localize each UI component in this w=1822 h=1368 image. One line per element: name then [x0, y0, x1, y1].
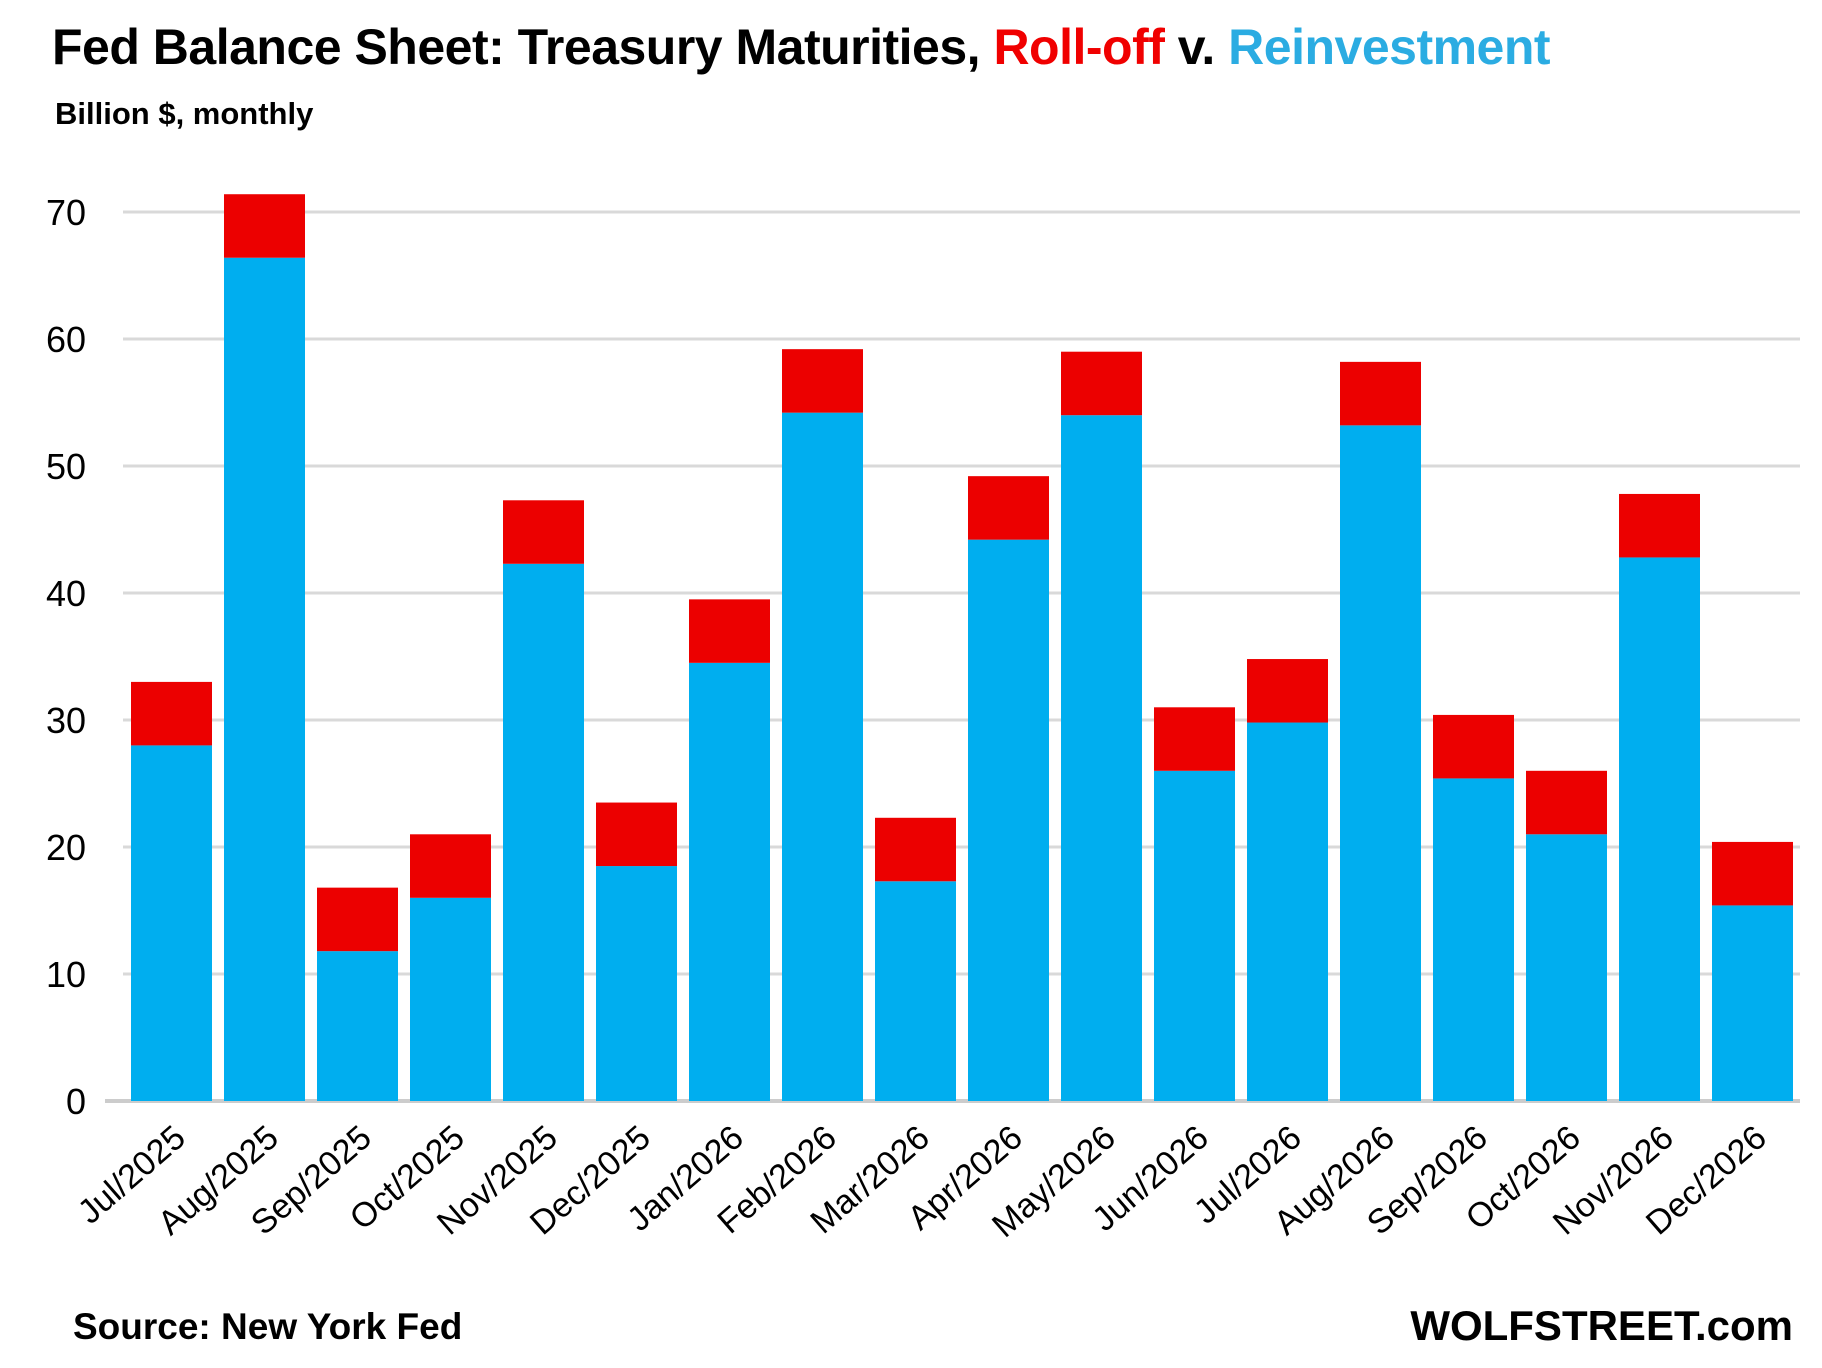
y-tick-label: 10	[46, 954, 86, 995]
y-tick-label: 70	[46, 192, 86, 233]
rolloff-bar-segment	[689, 599, 770, 663]
reinvestment-bar-segment	[1061, 415, 1142, 1101]
rolloff-bar-segment	[968, 476, 1049, 540]
reinvestment-bar-segment	[1619, 557, 1700, 1101]
reinvestment-bar-segment	[131, 745, 212, 1101]
reinvestment-bar-segment	[1433, 778, 1514, 1101]
y-tick-label: 50	[46, 446, 86, 487]
bar-group	[410, 834, 491, 1101]
reinvestment-bar-segment	[875, 881, 956, 1101]
rolloff-bar-segment	[1247, 659, 1328, 723]
bar-group	[1526, 770, 1607, 1101]
rolloff-bar-segment	[1712, 841, 1793, 906]
rolloff-bar-segment	[410, 834, 491, 898]
rolloff-bar-segment	[1154, 707, 1235, 771]
rolloff-bar-segment	[1061, 351, 1142, 416]
bar-group	[224, 194, 305, 1102]
reinvestment-bar-segment	[689, 662, 770, 1101]
chart-title-prefix: Fed Balance Sheet: Treasury Maturities,	[52, 19, 994, 75]
reinvestment-bar-segment	[1526, 834, 1607, 1101]
bar-group	[503, 500, 584, 1101]
rolloff-bar-segment	[782, 349, 863, 413]
bar-group	[596, 802, 677, 1101]
rolloff-bar-segment	[1619, 493, 1700, 558]
chart-subtitle: Billion $, monthly	[55, 96, 314, 131]
chart-title-reinvestment: Reinvestment	[1228, 19, 1551, 75]
reinvestment-bar-segment	[317, 951, 398, 1101]
chart-title-rolloff: Roll-off	[993, 19, 1165, 75]
reinvestment-bar-segment	[503, 563, 584, 1101]
reinvestment-bar-segment	[224, 257, 305, 1102]
bar-group	[317, 887, 398, 1101]
bar-group	[968, 476, 1049, 1101]
reinvestment-bar-segment	[596, 866, 677, 1101]
reinvestment-bar-segment	[1154, 770, 1235, 1101]
y-tick-label: 20	[46, 827, 86, 868]
chart-title-middle: v.	[1164, 19, 1229, 75]
reinvestment-bar-segment	[1712, 905, 1793, 1101]
bar-group	[131, 681, 212, 1101]
rolloff-bar-segment	[596, 802, 677, 867]
rolloff-bar-segment	[1526, 770, 1607, 835]
reinvestment-bar-segment	[968, 539, 1049, 1101]
source-note: Source: New York Fed	[73, 1306, 463, 1347]
bar-group	[689, 599, 770, 1101]
rolloff-bar-segment	[131, 681, 212, 746]
reinvestment-bar-segment	[782, 412, 863, 1101]
rolloff-bar-segment	[317, 887, 398, 952]
rolloff-bar-segment	[1433, 714, 1514, 779]
bar-group	[1154, 707, 1235, 1101]
bar-group	[1712, 841, 1793, 1101]
bar-group	[1061, 351, 1142, 1101]
rolloff-bar-segment	[503, 500, 584, 564]
y-tick-label: 30	[46, 700, 86, 741]
rolloff-bar-segment	[224, 194, 305, 258]
reinvestment-bar-segment	[410, 897, 491, 1101]
rolloff-bar-segment	[1340, 361, 1421, 426]
bar-group	[1247, 659, 1328, 1101]
chart-title: Fed Balance Sheet: Treasury Maturities, …	[52, 18, 1551, 76]
reinvestment-bar-segment	[1340, 425, 1421, 1101]
y-tick-label: 0	[66, 1081, 86, 1122]
reinvestment-bar-segment	[1247, 722, 1328, 1101]
bar-group	[1340, 361, 1421, 1101]
bar-group	[875, 817, 956, 1101]
y-tick-label: 60	[46, 319, 86, 360]
bar-group	[782, 349, 863, 1101]
rolloff-bar-segment	[875, 817, 956, 882]
y-tick-label: 40	[46, 573, 86, 614]
brand-watermark: WOLFSTREET.com	[1410, 1302, 1793, 1349]
bar-group	[1619, 493, 1700, 1101]
bar-group	[1433, 714, 1514, 1101]
